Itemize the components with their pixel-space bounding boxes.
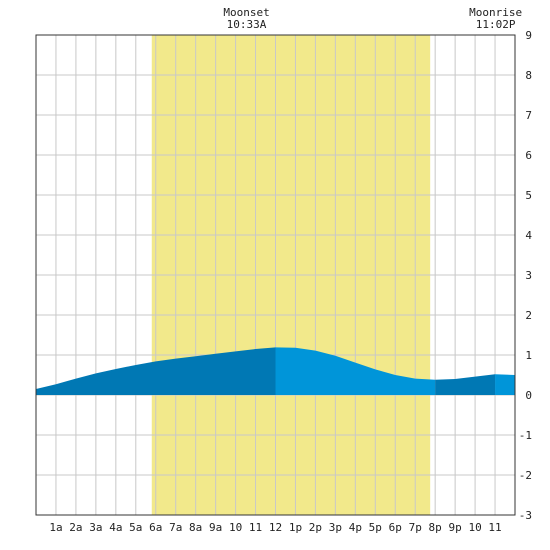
falling-tide-area [275,347,436,395]
x-tick-label: 11 [249,521,262,534]
y-tick-label: 4 [525,229,532,242]
y-tick-label: 7 [525,109,532,122]
plot-frame [35,34,516,516]
moon-event-time: 11:02P [476,18,516,31]
x-tick-label: 10 [468,521,481,534]
x-tick-label: 7a [169,521,182,534]
y-tick-label: 3 [525,269,532,282]
x-tick-label: 6a [149,521,162,534]
y-tick-label: -1 [519,429,532,442]
y-tick-label: -2 [519,469,532,482]
y-tick-label: 1 [525,349,532,362]
x-tick-label: 3a [89,521,102,534]
x-tick-label: 2a [69,521,82,534]
rising-tide-area [36,347,276,395]
rising-tide-area [435,374,496,395]
x-tick-label: 5a [129,521,142,534]
y-tick-label: -3 [519,509,532,522]
x-tick-label: 12 [269,521,282,534]
x-tick-label: 5p [369,521,382,534]
moon-event-title: Moonset [223,6,269,19]
y-tick-label: 6 [525,149,532,162]
y-tick-label: 0 [525,389,532,402]
y-tick-label: 2 [525,309,532,322]
x-tick-label: 8p [429,521,442,534]
x-tick-label: 2p [309,521,322,534]
x-tick-label: 3p [329,521,342,534]
x-tick-label: 4p [349,521,362,534]
x-tick-label: 11 [488,521,501,534]
x-tick-label: 8a [189,521,202,534]
x-tick-label: 4a [109,521,122,534]
y-tick-label: 5 [525,189,532,202]
x-tick-label: 9p [449,521,462,534]
moon-event-time: 10:33A [227,18,267,31]
x-tick-label: 6p [389,521,402,534]
falling-tide-area [495,374,515,395]
x-tick-label: 7p [409,521,422,534]
y-tick-label: 8 [525,69,532,82]
x-tick-label: 9a [209,521,222,534]
x-tick-label: 10 [229,521,242,534]
x-tick-label: 1p [289,521,302,534]
moon-event-title: Moonrise [469,6,522,19]
x-tick-label: 1a [49,521,62,534]
y-tick-label: 9 [525,29,532,42]
